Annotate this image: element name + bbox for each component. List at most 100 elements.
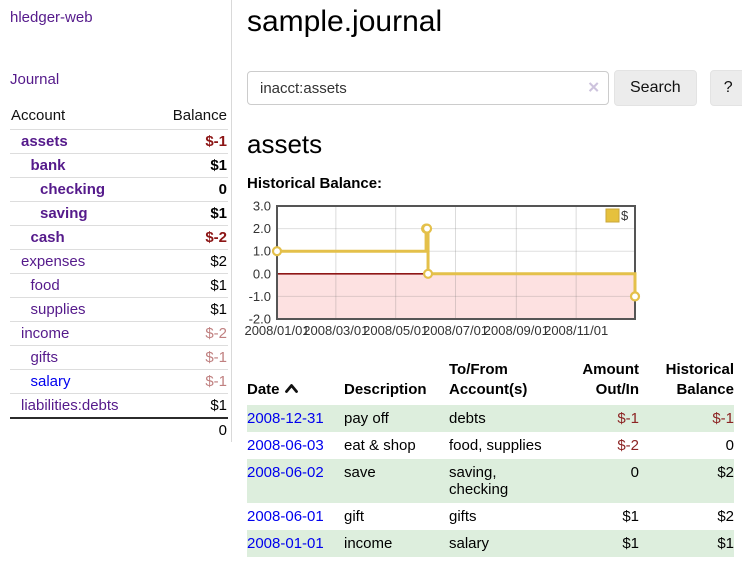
account-row: income $-2	[10, 321, 228, 346]
account-link[interactable]: gifts	[30, 349, 59, 366]
register-header-balance: Historical Balance	[665, 361, 734, 398]
register-row: 2008-01-01 income salary $1 $1	[247, 530, 734, 557]
journal-link[interactable]: Journal	[10, 71, 60, 88]
chart-data-point	[629, 291, 641, 302]
account-link[interactable]: saving	[40, 205, 88, 222]
transaction-balance: $2	[639, 459, 734, 503]
account-link[interactable]: expenses	[21, 253, 86, 270]
account-balance: $1	[153, 297, 228, 322]
transaction-balance: 0	[725, 437, 734, 454]
transaction-date-link[interactable]: 2008-01-01	[247, 535, 324, 552]
y-axis-tick-label: 0.0	[253, 266, 271, 281]
account-balance: $-2	[153, 321, 228, 346]
account-balance: $2	[153, 249, 228, 274]
register-header-row: Date Description To/From Account(s) Amou…	[247, 360, 734, 405]
account-heading: assets	[247, 129, 323, 159]
transaction-amount: $-2	[617, 437, 639, 454]
account-link[interactable]: bank	[30, 157, 66, 174]
account-link[interactable]: liabilities:debts	[21, 397, 119, 414]
transaction-date-link[interactable]: 2008-06-03	[247, 437, 324, 454]
account-link[interactable]: food	[30, 277, 60, 294]
transaction-date-link[interactable]: 2008-06-02	[247, 464, 324, 481]
account-link[interactable]: cash	[30, 229, 65, 246]
transaction-amount: $1	[569, 530, 639, 557]
account-row: supplies $1	[10, 297, 228, 322]
transaction-description: save	[344, 459, 449, 503]
register-row: 2008-06-03 eat & shop food, supplies $-2…	[247, 432, 734, 459]
transaction-date-link[interactable]: 2008-06-01	[247, 508, 324, 525]
register-header-accounts: To/From Account(s)	[449, 361, 528, 398]
transaction-balance: $-1	[639, 405, 734, 432]
account-link[interactable]: salary	[30, 373, 71, 390]
account-balance: $-2	[153, 225, 228, 250]
y-axis-tick-label: 3.0	[253, 199, 271, 214]
register-header-description: Description	[344, 381, 427, 398]
account-link[interactable]: income	[21, 325, 70, 342]
account-link[interactable]: checking	[40, 181, 106, 198]
register-header-amount: Amount Out/In	[582, 361, 639, 398]
x-axis-tick-label: 2008/09/01	[484, 323, 549, 338]
x-axis-tick-label: 2008/01/01	[244, 323, 309, 338]
chart-data-point	[421, 223, 433, 234]
transaction-amount: $1	[622, 508, 639, 525]
sidebar: hledger-web Journal Account Balance asse…	[0, 0, 232, 442]
account-balance: $-1	[153, 369, 228, 394]
help-button[interactable]: ?	[709, 70, 742, 106]
chart-negative-region	[277, 273, 635, 319]
clear-search-icon[interactable]: ✕	[587, 79, 600, 97]
x-axis-tick-label: 2008/07/01	[423, 323, 488, 338]
historical-balance-chart: $3.0 2.0 1.0 0.0 -1.0 -2.02008/01/012008/03/0…	[244, 199, 641, 338]
account-row: gifts $-1	[10, 345, 228, 370]
x-axis-tick-label: 2008/11/01	[544, 323, 608, 338]
transaction-description: eat & shop	[344, 437, 416, 454]
search-input[interactable]	[247, 71, 609, 105]
chart-data-point	[422, 268, 434, 279]
account-row: assets $-1	[10, 129, 228, 154]
nav-journal: Journal	[10, 71, 227, 89]
accounts-total: 0	[153, 417, 228, 442]
brand-link[interactable]: hledger-web	[10, 9, 93, 26]
transaction-description: pay off	[344, 405, 449, 432]
account-balance: $-1	[153, 129, 228, 154]
y-axis-tick-label: -2.0	[249, 312, 271, 327]
account-link[interactable]: supplies	[30, 301, 86, 318]
account-balance: $1	[153, 393, 228, 418]
account-balance: 0	[153, 177, 228, 202]
accounts-total-row: 0	[10, 417, 228, 442]
register-table: Date Description To/From Account(s) Amou…	[247, 360, 734, 557]
register-row: 2008-06-02 save saving, checking 0 $2	[247, 459, 734, 503]
register-header-date[interactable]: Date	[247, 360, 344, 405]
account-balance: $1	[153, 273, 228, 298]
account-row: checking 0	[10, 177, 228, 202]
transaction-accounts: food, supplies	[449, 437, 542, 454]
accounts-header-balance: Balance	[172, 107, 227, 124]
chart-border	[276, 205, 636, 320]
y-axis-tick-label: 2.0	[253, 221, 271, 236]
transaction-accounts: saving, checking	[449, 459, 569, 503]
search-button[interactable]: Search	[614, 70, 697, 106]
account-row: liabilities:debts $1	[10, 393, 228, 418]
legend-label: $	[621, 208, 629, 223]
accounts-table: Account Balance assets $-1 bank $1 check…	[10, 105, 228, 442]
legend-swatch	[605, 208, 620, 223]
account-balance: $1	[153, 153, 228, 178]
y-axis-tick-label: -1.0	[249, 289, 271, 304]
accounts-body: assets $-1 bank $1 checking 0 saving $1 …	[10, 129, 228, 418]
transaction-accounts: gifts	[449, 508, 477, 525]
transaction-description: gift	[344, 508, 365, 525]
transaction-accounts: salary	[449, 530, 569, 557]
account-row: cash $-2	[10, 225, 228, 250]
main-content: sample.journal ✕ Search ? assets Histori…	[232, 0, 742, 557]
transaction-balance: $1	[639, 530, 734, 557]
register-row: 2008-06-01 gift gifts $1 $2	[247, 503, 734, 530]
account-balance: $-1	[153, 345, 228, 370]
account-link[interactable]: assets	[21, 133, 68, 150]
chart-title: Historical Balance:	[247, 175, 383, 192]
chart-data-point	[271, 246, 283, 257]
app-window: hledger-web Journal Account Balance asse…	[0, 0, 742, 557]
transaction-balance: $2	[717, 508, 734, 525]
register-body: 2008-12-31 pay off debts $-1 $-1 2008-06…	[247, 405, 734, 557]
brand: hledger-web	[10, 9, 227, 27]
transaction-date-link[interactable]: 2008-12-31	[247, 410, 324, 427]
account-row: expenses $2	[10, 249, 228, 274]
